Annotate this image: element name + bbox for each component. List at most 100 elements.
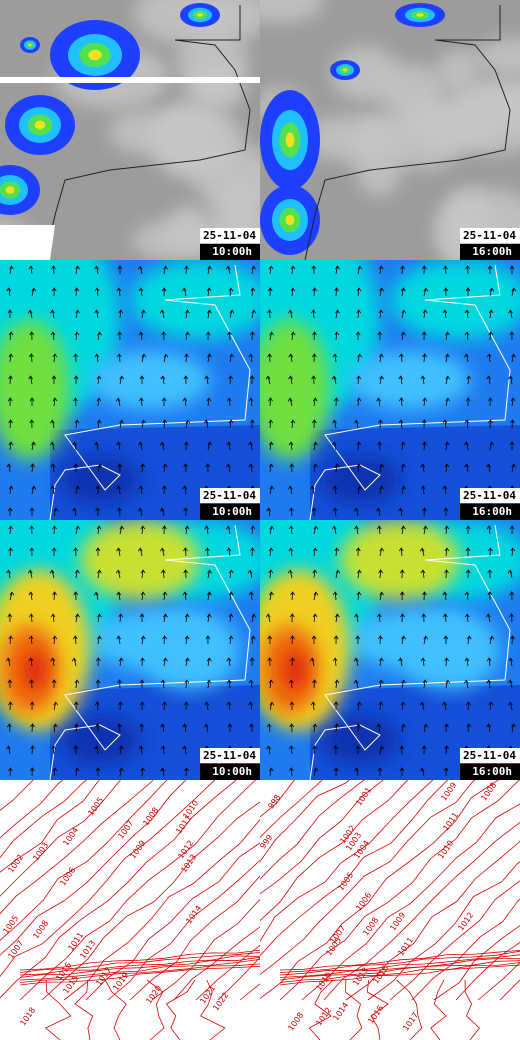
wind-arrow: [288, 353, 294, 363]
wind-arrow: [489, 635, 495, 645]
isobar: [63, 819, 260, 1001]
wind-arrow: [74, 419, 80, 429]
no-data: [0, 225, 55, 260]
wind-arrow: [464, 657, 470, 667]
time-label: 10:00h: [212, 245, 252, 258]
wind-speed-area: [90, 350, 210, 410]
wind-arrow: [29, 701, 35, 711]
wind-arrow: [311, 265, 317, 275]
wind-arrow: [160, 723, 165, 733]
wind-arrow: [139, 375, 145, 385]
wind-arrow: [228, 419, 234, 429]
wind-arrow: [159, 507, 165, 517]
cloud: [405, 105, 501, 150]
wind-arrow: [182, 485, 188, 495]
wind-arrow: [510, 547, 516, 557]
wind-arrow: [401, 309, 407, 319]
wind-arrow: [8, 525, 14, 535]
wind-arrow: [268, 441, 274, 451]
wind-arrow: [311, 635, 317, 645]
wind-arrow: [401, 679, 406, 689]
wind-arrow: [332, 507, 338, 517]
wind-arrow: [29, 331, 35, 341]
wind-arrow: [96, 525, 102, 535]
wind-speed-area: [130, 260, 260, 340]
wind-arrow: [141, 635, 146, 645]
wind-arrow: [29, 419, 35, 429]
time-label: 16:00h: [472, 245, 512, 258]
wind-arrow: [7, 397, 13, 407]
wind-arrow: [312, 287, 317, 297]
precip: [416, 13, 424, 17]
wind-arrow: [423, 723, 429, 733]
wind-arrow: [269, 591, 274, 601]
wind-arrow: [162, 635, 167, 645]
wind-panel: [0, 260, 260, 520]
wind-arrow: [400, 265, 405, 275]
wind-arrow: [8, 547, 13, 557]
wind-arrow: [378, 679, 384, 689]
wind-arrow: [49, 419, 55, 429]
wind-arrow: [52, 525, 57, 535]
wind-arrow: [313, 463, 318, 473]
wind-arrow: [354, 767, 359, 777]
wind-arrow: [207, 441, 213, 451]
wind-arrow: [160, 569, 166, 579]
wind-arrow: [8, 485, 14, 495]
wind-arrow: [289, 463, 295, 473]
wind-arrow: [73, 397, 78, 407]
wind-arrow: [268, 463, 274, 473]
wind-arrow: [229, 353, 234, 363]
wind-arrow: [379, 591, 385, 601]
wind-arrow: [312, 419, 317, 429]
isobar: [433, 925, 520, 1001]
wind-arrow: [357, 353, 362, 363]
wind-arrow: [6, 569, 11, 579]
wind-arrow: [97, 331, 102, 341]
wind-arrow: [420, 569, 426, 579]
precip: [285, 214, 295, 226]
wind-arrow: [162, 463, 168, 473]
isobar: [367, 861, 520, 1001]
wind-arrow: [442, 591, 448, 601]
wind-arrow: [139, 679, 145, 689]
wind-arrow: [422, 507, 427, 517]
wind-arrow: [8, 701, 13, 711]
wind-arrow: [445, 353, 450, 363]
isobar: [44, 979, 72, 1040]
wind-arrow: [288, 441, 294, 451]
wind-arrow: [27, 309, 33, 319]
cloud: [108, 111, 183, 154]
wind-arrow: [250, 547, 255, 557]
wind-arrow: [74, 331, 80, 341]
wind-arrow: [290, 265, 296, 275]
isobar: [0, 780, 154, 915]
wind-arrow: [353, 679, 359, 689]
isobar: [19, 963, 260, 983]
wind-arrow: [312, 745, 318, 755]
wind-arrow: [464, 591, 470, 601]
wind-arrow: [73, 547, 78, 557]
wind-arrow: [420, 485, 426, 495]
isobar-panel: [260, 780, 520, 1040]
wind-arrow: [269, 701, 275, 711]
wind-arrow: [487, 591, 493, 601]
wind-arrow: [7, 723, 12, 733]
isobar: [464, 979, 480, 1040]
date-box: [460, 228, 520, 243]
wind-arrow: [207, 591, 212, 601]
wind-arrow: [50, 463, 56, 473]
wind-arrow: [356, 591, 362, 601]
wind-arrow: [182, 397, 188, 407]
wind-arrow: [161, 397, 167, 407]
cloud: [132, 220, 214, 260]
wind-arrow: [97, 463, 103, 473]
wind-arrow: [331, 525, 337, 535]
coastline: [309, 264, 511, 520]
isobar-background: [260, 780, 520, 1040]
wind-arrow: [185, 331, 190, 341]
wind-arrow: [140, 767, 146, 777]
wind-arrow: [30, 745, 35, 755]
wind-arrow: [28, 657, 34, 667]
wind-arrow: [290, 657, 295, 667]
